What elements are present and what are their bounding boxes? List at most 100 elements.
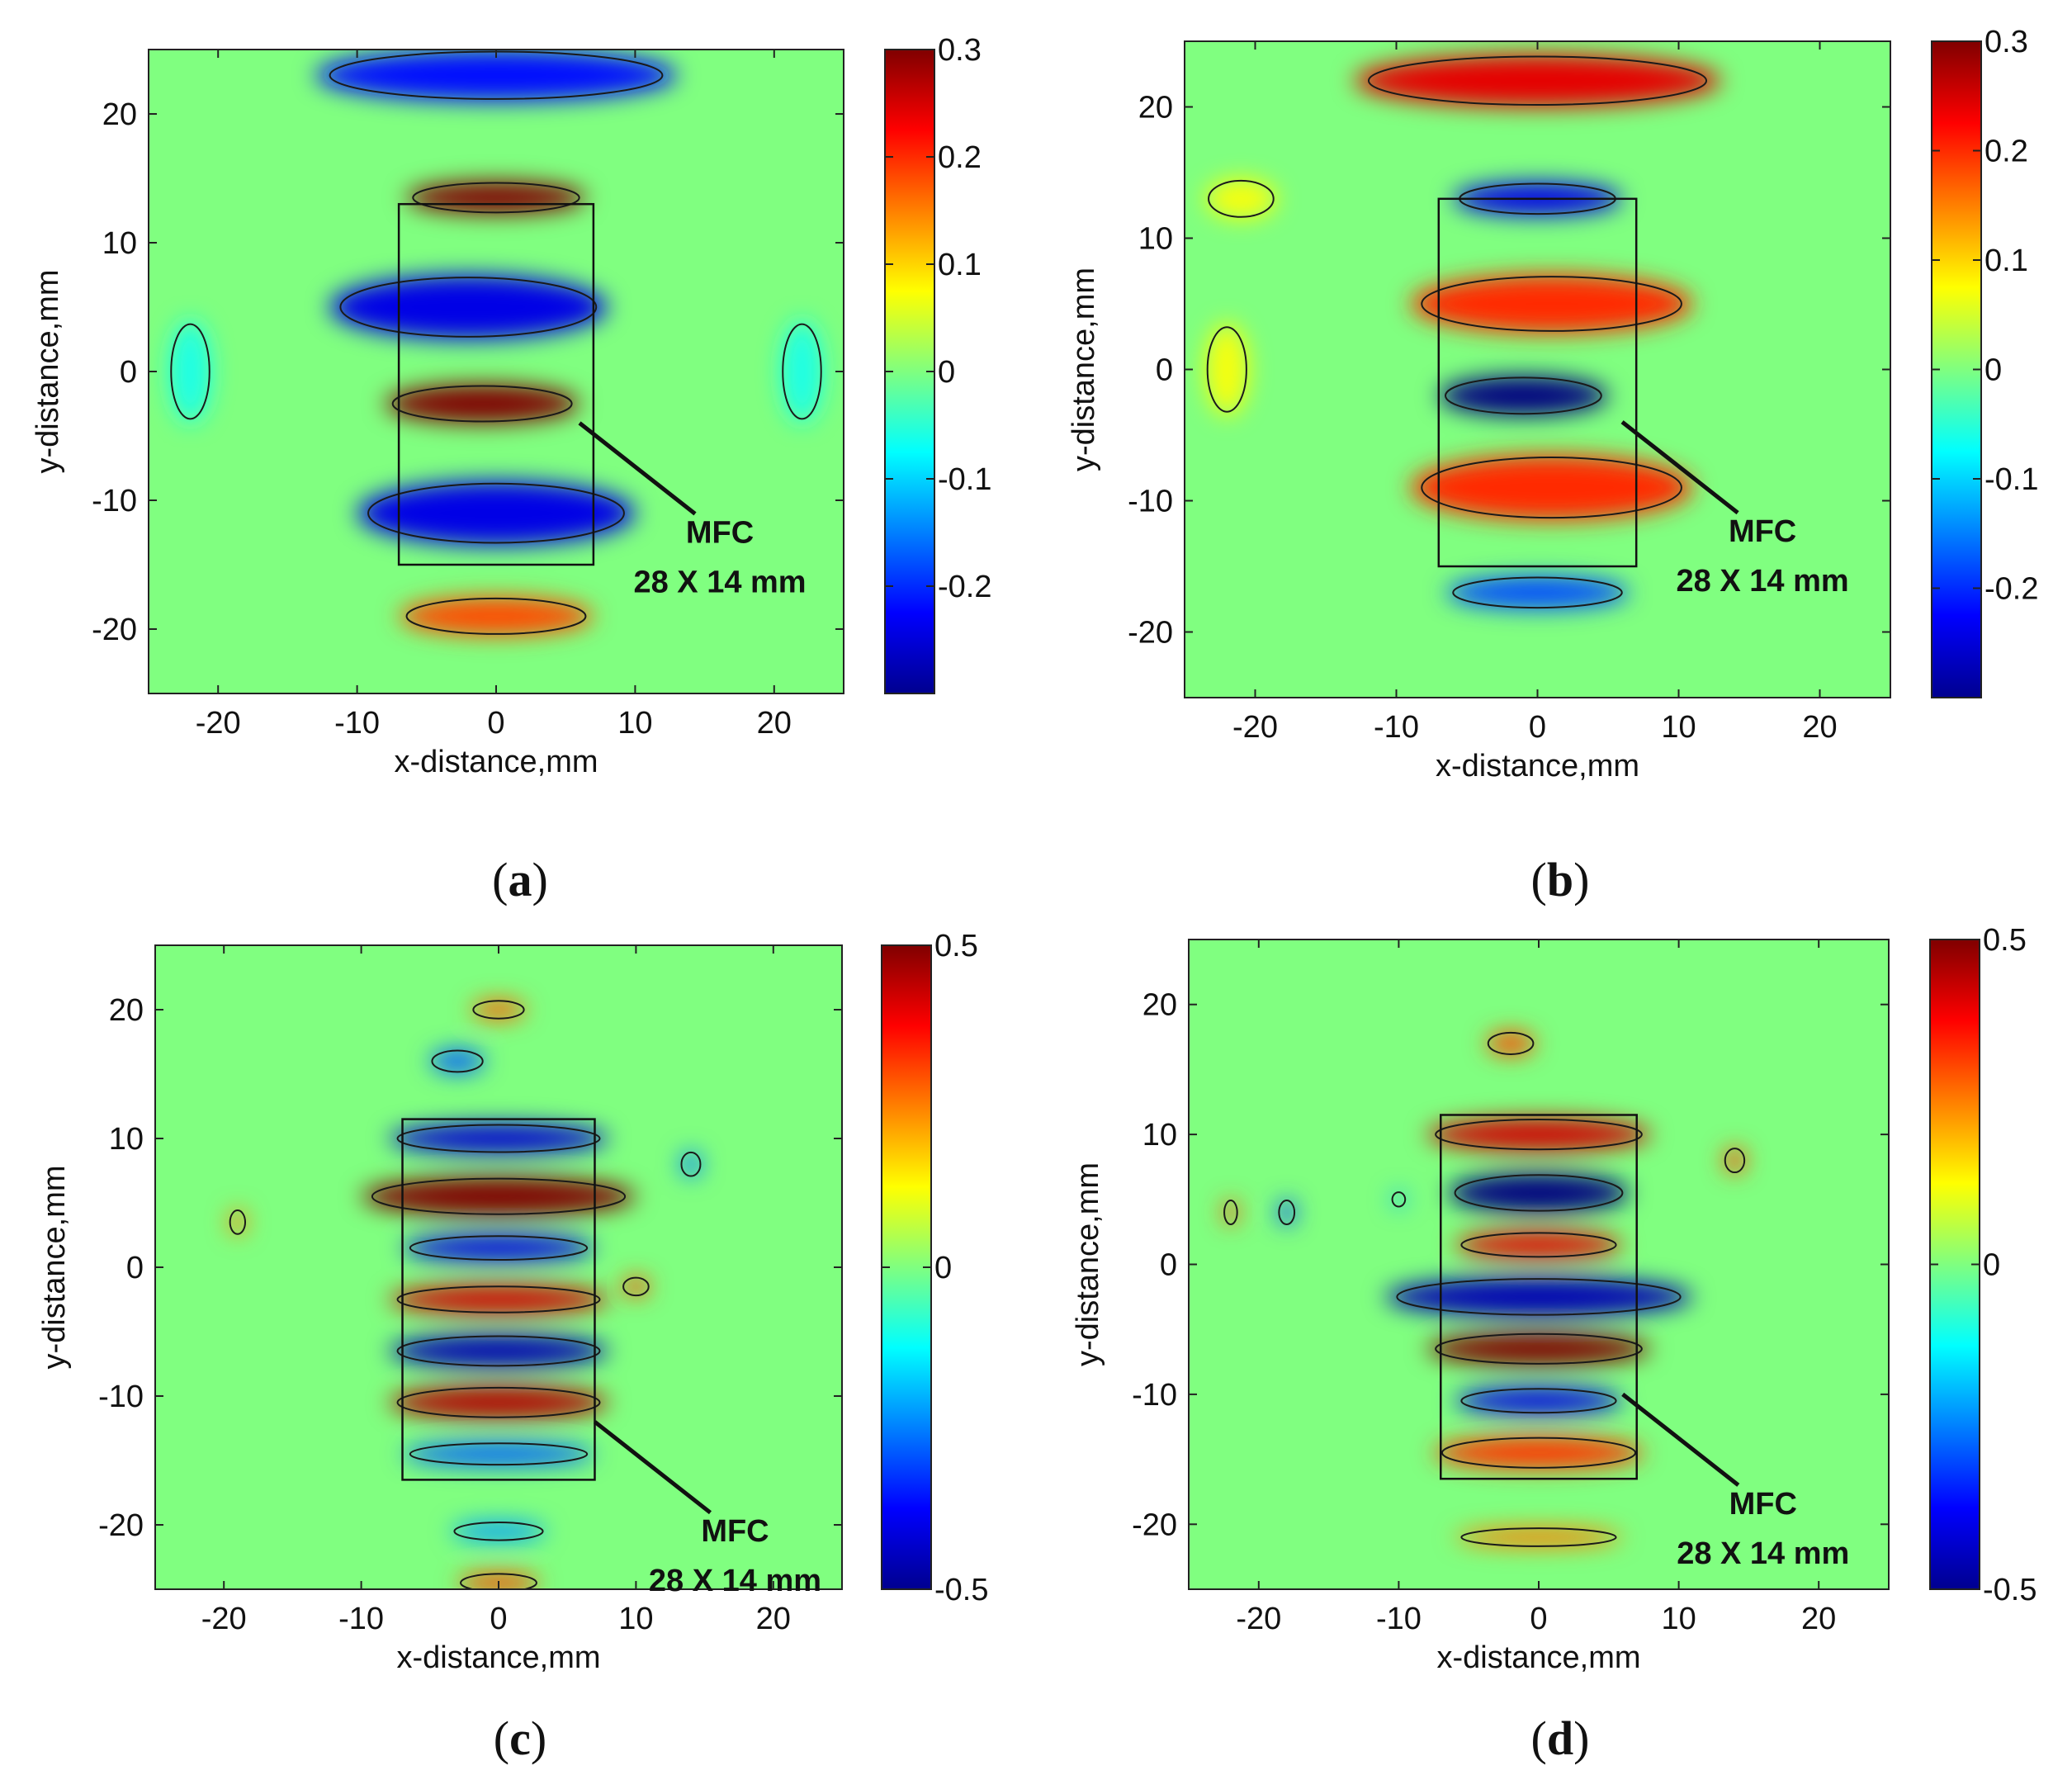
colorbar-tick-label: 0 — [938, 355, 955, 390]
panel-label-open: ( — [494, 1711, 509, 1765]
panel-label-letter: c — [509, 1711, 531, 1765]
field-blob — [622, 1276, 650, 1297]
contour-line — [472, 1000, 525, 1020]
x-tick-label: -20 — [1232, 710, 1278, 745]
contour-line — [396, 1335, 601, 1367]
field-blob — [1724, 1147, 1746, 1174]
heatmap-a — [149, 50, 844, 693]
contour-line — [622, 1276, 650, 1297]
colorbar-tick-label: 0.2 — [1984, 135, 2028, 169]
field-blob — [169, 320, 211, 424]
field-blob — [388, 1334, 609, 1367]
contour-line — [1367, 55, 1708, 106]
colorbar-tick-label: 0.1 — [1984, 244, 2028, 278]
contour-line — [1435, 1332, 1643, 1365]
field-blob — [229, 1209, 246, 1235]
x-tick-label: -10 — [1374, 710, 1419, 745]
contour-line — [1460, 1388, 1617, 1414]
x-tick-label: -10 — [338, 1602, 384, 1636]
mfc-outline — [401, 1118, 596, 1481]
heatmap-background — [1189, 940, 1889, 1589]
y-tick-label: -10 — [1128, 485, 1173, 519]
field-blob — [1205, 178, 1277, 219]
x-tick-label: 20 — [756, 1602, 791, 1636]
x-tick-label: 10 — [1661, 710, 1696, 745]
mfc-label: MFC — [1729, 1487, 1797, 1522]
mfc-label: MFC — [701, 1514, 769, 1549]
contour-line — [782, 323, 822, 420]
contour-line — [391, 385, 573, 423]
field-blob — [1426, 1332, 1651, 1366]
x-tick-label: 20 — [1801, 1602, 1836, 1636]
field-blob — [471, 1000, 527, 1020]
contour-line — [460, 1573, 537, 1589]
colorbar-tick-label: 0 — [1983, 1248, 2000, 1283]
colorbar-tick-label: 0 — [934, 1251, 952, 1285]
mfc-pointer-line — [578, 421, 697, 516]
mfc-dimension-label: 28 X 14 mm — [633, 565, 806, 599]
contour-line — [1454, 1174, 1624, 1212]
panel-label-close: ) — [531, 1711, 546, 1765]
x-tick-label: -20 — [201, 1602, 247, 1636]
contour-line — [339, 277, 598, 338]
contour-line — [1440, 1437, 1637, 1469]
x-axis-label: x-distance,mm — [394, 745, 598, 779]
field-blob — [402, 1442, 595, 1466]
heatmap-c — [155, 945, 842, 1589]
contour-line — [1396, 1278, 1682, 1316]
y-tick-label: 10 — [1142, 1118, 1177, 1153]
panel-label: (d) — [1531, 1711, 1590, 1765]
y-axis-label: y-distance,mm — [1067, 267, 1101, 471]
field-blob — [1455, 1232, 1623, 1258]
panel-d: -20 -10 0 10 20 -20 -10 0 10 20 x-distance,mm y-dis… — [1071, 923, 2037, 1765]
x-axis-label: x-distance,mm — [1436, 749, 1639, 783]
contour-line — [170, 323, 211, 420]
mfc-dimension-label: 28 X 14 mm — [1677, 1536, 1849, 1571]
panel-label-open: ( — [492, 853, 508, 906]
field-blob — [1445, 575, 1630, 609]
field-blob — [388, 1285, 609, 1314]
y-tick-label: 0 — [126, 1251, 144, 1285]
field-blob — [1391, 1191, 1406, 1208]
field-blob — [1433, 1437, 1644, 1470]
y-tick-label: 20 — [102, 97, 137, 132]
mfc-outline — [1437, 197, 1638, 568]
field-blob — [388, 1386, 609, 1419]
contour-line — [1421, 457, 1682, 519]
panel-label: (c) — [494, 1711, 546, 1765]
field-blob — [450, 1522, 547, 1541]
contour-line — [680, 1151, 702, 1177]
y-tick-label: 20 — [109, 993, 144, 1028]
panel-label-letter: b — [1547, 853, 1573, 906]
mfc-pointer-line — [593, 1420, 712, 1515]
contour-line — [412, 182, 580, 214]
y-tick-label: -10 — [1132, 1378, 1177, 1413]
contour-line — [1452, 576, 1623, 609]
field-blob — [402, 1235, 595, 1261]
mfc-pointer-line — [1620, 420, 1739, 515]
field-blob — [1384, 1277, 1693, 1317]
colorbar-tick-label: -0.2 — [1984, 572, 2038, 607]
y-tick-label: -20 — [98, 1508, 144, 1543]
colorbar-tick-label: -0.1 — [1984, 462, 2038, 497]
contour-line — [1435, 1118, 1643, 1151]
contour-line — [1278, 1200, 1296, 1226]
contour-line — [396, 1285, 601, 1314]
contour-line — [1206, 326, 1247, 413]
field-blob — [357, 480, 636, 546]
field-blob — [1455, 1388, 1623, 1414]
heatmap-background — [149, 50, 844, 693]
y-tick-label: -10 — [98, 1380, 144, 1414]
field-blob — [361, 1176, 636, 1216]
contour-line — [1223, 1200, 1238, 1226]
colorbar-tick-label: 0 — [1984, 353, 2002, 388]
x-tick-label: 0 — [487, 706, 504, 741]
mfc-dimension-label: 28 X 14 mm — [1677, 564, 1849, 599]
panel-label-close: ) — [532, 853, 548, 906]
y-axis-label: y-distance,mm — [1071, 1162, 1105, 1366]
heatmap-d — [1189, 940, 1889, 1589]
field-blob — [1455, 1527, 1623, 1547]
x-tick-label: -10 — [1376, 1602, 1422, 1636]
panel-label: (a) — [492, 853, 548, 906]
panel-label-letter: a — [509, 853, 532, 906]
